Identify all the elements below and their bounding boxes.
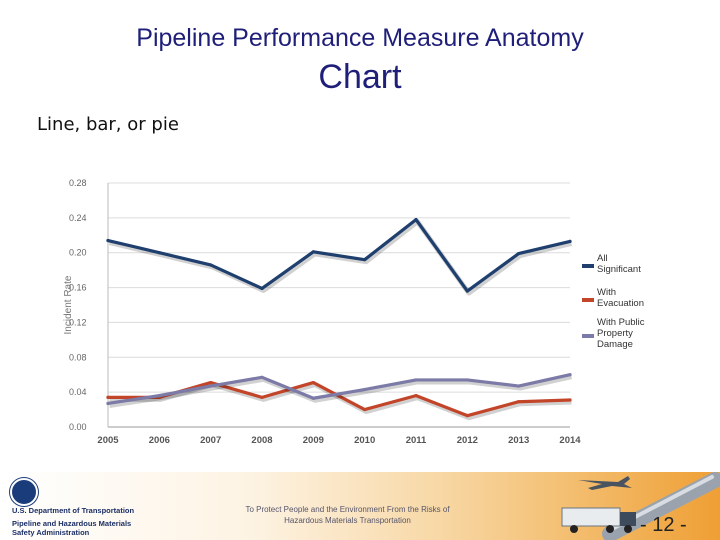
x-tick-label: 2008 bbox=[251, 435, 272, 446]
data-point bbox=[209, 263, 213, 267]
x-tick-label: 2013 bbox=[508, 435, 529, 446]
y-tick-label: 0.08 bbox=[69, 352, 87, 362]
footer-banner: U.S. Department of Transportation Pipeli… bbox=[0, 472, 720, 540]
legend-swatch bbox=[582, 264, 594, 268]
data-point bbox=[465, 414, 469, 418]
data-point bbox=[465, 289, 469, 293]
incident-rate-chart: 0.00 0.04 0.08 0.12 0.16 0.20 0.24 0.28 2005 2006… bbox=[63, 178, 645, 446]
x-tick-label: 2014 bbox=[559, 435, 581, 446]
series-line bbox=[106, 217, 572, 293]
agency-name-dept: U.S. Department of Transportation bbox=[12, 506, 135, 515]
legend-label: With bbox=[597, 287, 616, 298]
y-axis-title: Incident Rate bbox=[63, 275, 74, 334]
x-tick-label: 2006 bbox=[149, 435, 170, 446]
x-tick-label: 2010 bbox=[354, 435, 375, 446]
dot-seal-icon bbox=[10, 478, 38, 506]
data-point bbox=[311, 250, 315, 254]
x-tick-label: 2009 bbox=[303, 435, 324, 446]
data-point bbox=[363, 387, 367, 392]
legend-swatch bbox=[582, 298, 594, 302]
data-point bbox=[157, 251, 161, 255]
y-tick-label: 0.16 bbox=[69, 283, 87, 293]
data-point bbox=[106, 238, 110, 243]
data-point bbox=[465, 378, 469, 382]
data-point bbox=[157, 394, 161, 398]
legend-label: All bbox=[597, 253, 608, 264]
slide-subtitle: Chart bbox=[318, 58, 402, 96]
data-point bbox=[568, 398, 572, 402]
data-point bbox=[106, 395, 110, 399]
data-point bbox=[414, 394, 418, 398]
bullet-text: Line, bar, or pie bbox=[37, 114, 179, 135]
x-tick-label: 2007 bbox=[200, 435, 221, 446]
x-tick-label: 2011 bbox=[406, 435, 427, 446]
legend-label: Evacuation bbox=[597, 298, 644, 309]
data-point bbox=[363, 258, 367, 262]
data-point bbox=[568, 239, 572, 243]
legend-swatch bbox=[582, 334, 594, 338]
data-point bbox=[414, 218, 418, 222]
mission-statement-line1: To Protect People and the Environment Fr… bbox=[245, 505, 450, 514]
series-shadow bbox=[109, 374, 573, 408]
slide-title: Pipeline Performance Measure Anatomy bbox=[136, 24, 584, 52]
legend-label: Property bbox=[597, 328, 633, 339]
data-point bbox=[106, 401, 110, 406]
data-point bbox=[414, 378, 418, 382]
data-point bbox=[209, 380, 213, 385]
data-point bbox=[260, 395, 264, 399]
truck-cab-icon bbox=[620, 512, 636, 526]
mission-statement-line2: Hazardous Materials Transportation bbox=[284, 516, 411, 525]
data-point bbox=[517, 400, 521, 404]
agency-name-line3: Safety Administration bbox=[12, 528, 90, 537]
y-tick-label: 0.12 bbox=[69, 317, 87, 327]
data-point bbox=[260, 375, 264, 379]
y-tick-label: 0.24 bbox=[69, 213, 87, 223]
legend-label: Damage bbox=[597, 339, 633, 350]
transport-illustration bbox=[561, 472, 720, 540]
agency-name-line2: Pipeline and Hazardous Materials bbox=[12, 519, 132, 528]
truck-wheel-icon bbox=[606, 525, 614, 533]
data-point bbox=[517, 251, 521, 256]
y-tick-label: 0.04 bbox=[69, 387, 87, 397]
data-point bbox=[311, 396, 315, 400]
legend-label: Significant bbox=[597, 264, 641, 275]
x-tick-label: 2005 bbox=[97, 435, 119, 446]
legend-label: With Public bbox=[597, 317, 645, 328]
series-shadow bbox=[109, 382, 572, 421]
data-point bbox=[517, 384, 521, 388]
data-point bbox=[363, 407, 367, 412]
data-point bbox=[260, 286, 264, 291]
y-tick-label: 0.28 bbox=[69, 178, 87, 188]
airplane-icon bbox=[578, 476, 632, 490]
truck-wheel-icon bbox=[624, 525, 632, 533]
y-tick-label: 0.20 bbox=[69, 248, 87, 258]
y-tick-label: 0.00 bbox=[69, 422, 87, 432]
page-number: - 12 - bbox=[640, 514, 687, 536]
data-point bbox=[311, 380, 315, 385]
data-point bbox=[568, 373, 572, 377]
series-line bbox=[106, 373, 572, 406]
truck-wheel-icon bbox=[570, 525, 578, 533]
truck-trailer-icon bbox=[561, 507, 621, 527]
x-tick-label: 2012 bbox=[457, 435, 478, 446]
data-point bbox=[209, 384, 213, 388]
